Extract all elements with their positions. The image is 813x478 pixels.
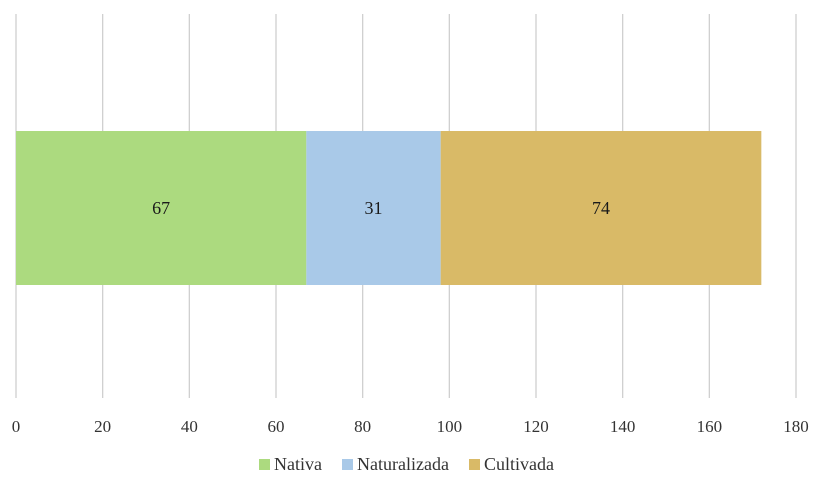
data-label-nativa: 67	[152, 198, 170, 218]
legend-swatch-cultivada	[468, 459, 480, 470]
x-tick-label-40: 40	[181, 417, 198, 436]
legend-item-naturalizada: Naturalizada	[342, 454, 449, 475]
legend-label-naturalizada: Naturalizada	[357, 454, 449, 474]
bar-segment-naturalizada	[306, 131, 441, 285]
legend-swatch-nativa	[259, 459, 271, 470]
bar-segment-cultivada	[440, 131, 762, 285]
x-axis-tick-labels: 0 20 40 60 80 100 120 140 160 180	[12, 417, 809, 436]
x-tick-label-160: 160	[697, 417, 723, 436]
legend-item-cultivada: Cultivada	[468, 454, 554, 475]
legend: Nativa Naturalizada Cultivada	[0, 454, 813, 475]
legend-label-nativa: Nativa	[274, 454, 323, 474]
legend-item-nativa: Nativa	[259, 454, 322, 475]
stacked-bar-chart: 67 31 74 0 20 40 60 80 100 120 140 160 180	[12, 14, 809, 436]
x-tick-label-140: 140	[610, 417, 636, 436]
x-tick-label-60: 60	[268, 417, 285, 436]
legend-label-cultivada: Cultivada	[483, 454, 554, 474]
x-tick-label-180: 180	[783, 417, 809, 436]
x-tick-label-80: 80	[354, 417, 371, 436]
x-tick-label-20: 20	[94, 417, 111, 436]
legend-swatch-naturalizada	[342, 459, 354, 470]
x-tick-label-100: 100	[437, 417, 463, 436]
x-tick-label-0: 0	[12, 417, 21, 436]
bar-segments	[16, 131, 762, 285]
x-tick-label-120: 120	[523, 417, 549, 436]
data-labels: 67 31 74	[152, 198, 610, 218]
data-label-naturalizada: 31	[365, 198, 383, 218]
bar-segment-nativa	[16, 131, 307, 285]
data-label-cultivada: 74	[592, 198, 610, 218]
